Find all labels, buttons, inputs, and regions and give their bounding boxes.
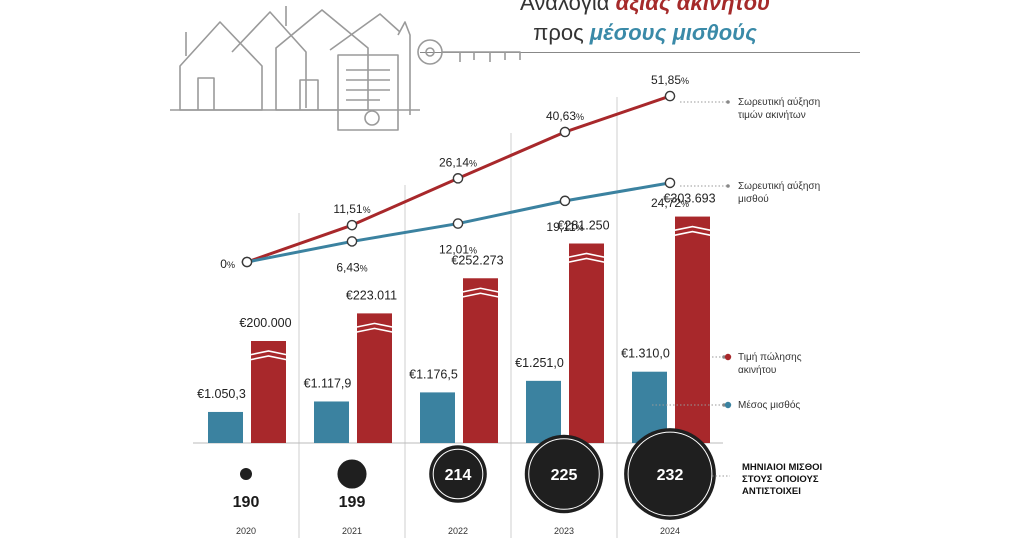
circles-note: ΜΗΝΙΑΙΟΙ ΜΙΣΘΟΙ	[742, 462, 822, 473]
salaries-value: 214	[445, 467, 472, 484]
legend-swatch-average-salary	[724, 401, 732, 409]
year-label: 2024	[660, 526, 680, 536]
year-label: 2021	[342, 526, 362, 536]
title-prefix: Αναλογία	[519, 0, 610, 15]
bar-break-mark	[566, 252, 607, 259]
legend-property-increase: Σωρευτική αύξηση	[738, 96, 820, 108]
legend-leader-dot	[722, 355, 726, 359]
property-increase-point	[559, 126, 571, 138]
year-label: 2020	[236, 526, 256, 536]
legend-leader-dot	[726, 184, 730, 188]
property-increase-label: 11,51%	[333, 202, 370, 216]
bar-break-mark	[566, 257, 607, 264]
salary-increase-point	[664, 177, 676, 189]
salary-increase-label: 24,72%	[651, 196, 689, 210]
bar-break-mark	[672, 230, 713, 237]
salary-increase-point	[452, 218, 464, 229]
legend-leader-dot	[726, 100, 730, 104]
title-highlight-property: αξίας ακινήτου	[615, 0, 771, 15]
bar-break-mark	[354, 327, 395, 334]
legend-property-price: Τιμή πώλησης	[738, 351, 802, 363]
salary-increase-point	[559, 195, 571, 207]
legend-property-increase: τιμών ακινήτων	[738, 109, 806, 121]
legend-salary-increase: Σωρευτική αύξηση	[738, 180, 820, 192]
legend-property-price: ακινήτου	[738, 364, 776, 376]
property-increase-label: 26,14%	[439, 155, 477, 169]
salaries-value: 199	[339, 494, 366, 511]
average-salary-bar	[314, 401, 349, 443]
property-price-label: €281.250	[557, 219, 609, 233]
salaries-value: 190	[233, 494, 260, 511]
salaries-value: 225	[551, 467, 578, 484]
property-price-bar	[675, 216, 710, 443]
average-salary-label: €1.176,5	[409, 367, 458, 381]
year-label: 2023	[554, 526, 574, 536]
legend-swatch-property-price	[724, 353, 732, 361]
bar-break-mark	[248, 350, 289, 356]
legend-salary-increase: μισθού	[738, 193, 769, 205]
property-increase-label: 0%	[220, 257, 235, 271]
salaries-circle-ring	[627, 431, 713, 517]
salaries-circle	[624, 428, 716, 520]
salary-increase-point	[346, 236, 358, 247]
legend-average-salary: Μέσος μισθός	[738, 399, 800, 411]
property-price-bar	[463, 278, 498, 443]
salary-increase-label: 12,01%	[439, 243, 477, 257]
salaries-circle	[337, 459, 367, 489]
average-salary-bar	[526, 380, 561, 443]
year-label: 2022	[448, 526, 468, 536]
salaries-circle-ring	[528, 438, 600, 510]
chart-title: Αναλογία αξίας ακινήτου προς μέσους μισθ…	[470, 0, 820, 48]
average-salary-label: €1.117,9	[304, 376, 352, 390]
bar-break-mark	[460, 292, 501, 299]
property-increase-point	[346, 219, 358, 231]
average-salary-bar	[208, 411, 243, 443]
property-price-bar	[569, 243, 604, 443]
property-increase-point	[664, 90, 676, 102]
average-salary-bar	[420, 392, 455, 443]
average-salary-label: €1.050,3	[197, 387, 246, 401]
salary-increase-label: 19,11%	[546, 220, 583, 234]
title-rule	[420, 52, 860, 53]
circles-note: ΑΝΤΙΣΤΟΙΧΕΙ	[742, 486, 801, 497]
title-highlight-salary: μέσους μισθούς	[589, 20, 757, 45]
salary-increase-label: 6,43%	[336, 260, 367, 274]
salaries-value: 232	[657, 467, 684, 484]
property-price-label: €200.000	[239, 316, 291, 330]
property-increase-point	[452, 173, 464, 184]
houses-illustration	[170, 6, 521, 131]
bar-break-mark	[460, 287, 501, 294]
property-price-label: €252.273	[451, 253, 503, 267]
bar-break-mark	[248, 355, 289, 361]
property-price-label: €303.693	[663, 192, 715, 206]
average-salary-label: €1.310,0	[621, 347, 670, 361]
property-increase-label: 51,85%	[651, 73, 689, 87]
salary-increase-point	[241, 256, 253, 268]
salaries-circle	[240, 468, 252, 480]
property-price-label: €223.011	[346, 288, 397, 302]
property-increase-label: 40,63%	[546, 109, 584, 123]
bar-break-mark	[672, 225, 713, 232]
property-price-bar	[357, 313, 392, 443]
salaries-circle-ring	[432, 448, 484, 500]
bar-break-mark	[354, 322, 395, 329]
salaries-circle	[524, 434, 604, 514]
legend-leader-dot	[722, 403, 726, 407]
average-salary-label: €1.251,0	[515, 356, 564, 370]
salaries-circle	[429, 445, 487, 503]
circles-note: ΣΤΟΥΣ ΟΠΟΙΟΥΣ	[742, 474, 819, 485]
subtitle-prefix: προς	[533, 20, 584, 45]
